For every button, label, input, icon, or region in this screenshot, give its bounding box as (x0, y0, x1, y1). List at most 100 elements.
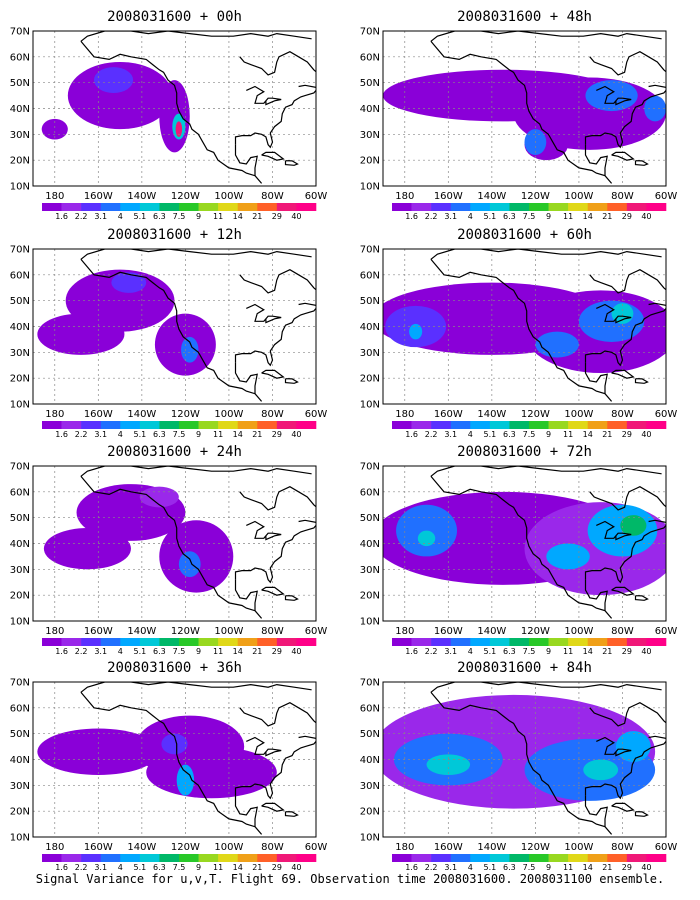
colorbar-swatch (431, 854, 452, 862)
variance-contour (37, 728, 160, 775)
colorbar-swatch (100, 854, 121, 862)
map-plot-area (33, 661, 355, 837)
coastline (584, 741, 666, 800)
lat-tick-label: 70N (10, 678, 30, 689)
colorbar-swatch (431, 421, 452, 429)
lat-tick-label: 40N (360, 104, 380, 115)
coastline (239, 269, 316, 306)
colorbar-label: 11 (563, 212, 573, 221)
map-frame (382, 248, 667, 405)
lat-tick-label: 30N (360, 348, 380, 359)
variance-contour (644, 95, 666, 122)
lon-tick-label: 180 (395, 842, 414, 853)
colorbar-swatch (646, 638, 667, 646)
colorbar-label: 11 (213, 430, 223, 439)
colorbar-label: 21 (252, 430, 262, 439)
coastline (246, 736, 282, 757)
lat-tick-label: 40N (10, 539, 30, 550)
lon-tick-label: 140W (127, 191, 156, 202)
coastline (246, 85, 282, 106)
coastline (284, 160, 299, 166)
lon-tick-label: 140W (477, 626, 506, 637)
colorbar-swatch (509, 854, 530, 862)
coastline (611, 802, 635, 812)
colorbar-swatch (411, 421, 432, 429)
panel-title: 2008031600 + 72h (457, 444, 592, 460)
colorbar-swatch (626, 854, 647, 862)
coastline (611, 369, 635, 379)
panel-title: 2008031600 + 84h (457, 660, 592, 676)
coastline (234, 362, 258, 394)
lat-tick-label: 10N (10, 833, 30, 844)
lon-tick-label: 180 (395, 191, 414, 202)
colorbar-label: 14 (233, 430, 243, 439)
coastline (284, 811, 299, 817)
colorbar-label: 9 (546, 647, 551, 656)
colorbar-label: 3.1 (94, 430, 107, 439)
lat-tick-label: 60N (360, 52, 380, 63)
colorbar-swatch (607, 203, 628, 211)
colorbar-label: 6.3 (503, 647, 516, 656)
coastline (589, 702, 666, 739)
colorbar-label: 40 (291, 863, 301, 872)
colorbar-label: 29 (272, 430, 282, 439)
lat-tick-label: 10N (10, 617, 30, 628)
coastline (246, 303, 282, 324)
colorbar-label: 4 (468, 863, 473, 872)
colorbar-label: 1.6 (405, 212, 418, 221)
panel-title: 2008031600 + 60h (457, 227, 592, 243)
colorbar-swatch (100, 203, 121, 211)
map-panel: 2008031600 + 72h 10N 20N 30N 40N 50N 60N 70N 180… (360, 444, 678, 656)
colorbar-swatch (276, 638, 297, 646)
colorbar-label: 7.5 (523, 430, 536, 439)
colorbar-label: 14 (583, 647, 593, 656)
colorbar-label: 5.1 (133, 863, 146, 872)
coastline (430, 466, 662, 477)
colorbar-swatch (276, 203, 297, 211)
colorbar-label: 6.3 (503, 430, 516, 439)
colorbar-swatch (587, 638, 608, 646)
colorbar-label: 11 (563, 430, 573, 439)
colorbar-swatch (431, 203, 452, 211)
variance-contour (178, 551, 201, 578)
lat-tick-label: 10N (360, 400, 380, 411)
colorbar-label: 29 (622, 863, 632, 872)
colorbar-swatch (587, 421, 608, 429)
coastline (80, 466, 312, 477)
lat-tick-label: 20N (360, 591, 380, 602)
coastline (80, 40, 263, 184)
lon-tick-label: 140W (127, 842, 156, 853)
lat-tick-label: 40N (10, 755, 30, 766)
colorbar-swatch (179, 638, 199, 646)
colorbar-swatch (568, 854, 589, 862)
colorbar-label: 9 (196, 430, 201, 439)
variance-contour (161, 733, 188, 755)
coastline (261, 802, 285, 812)
coastline (430, 40, 613, 184)
colorbar-swatch (42, 421, 62, 429)
coastline (239, 702, 316, 739)
variance-contour (67, 62, 173, 130)
lon-tick-label: 140W (477, 842, 506, 853)
coastline (290, 661, 355, 708)
lon-tick-label: 120W (521, 626, 550, 637)
coastline (234, 90, 316, 149)
colorbar-swatch (276, 421, 297, 429)
colorbar-swatch (61, 854, 82, 862)
lon-tick-label: 120W (171, 409, 200, 420)
colorbar-swatch (120, 421, 141, 429)
colorbar-swatch (529, 203, 549, 211)
colorbar-swatch (450, 638, 471, 646)
colorbar-label: 3.1 (444, 863, 457, 872)
colorbar-swatch (411, 638, 432, 646)
coastline (430, 258, 613, 402)
variance-contour (620, 515, 647, 536)
colorbar-label: 7.5 (523, 863, 536, 872)
colorbar-swatch (257, 421, 278, 429)
colorbar-label: 9 (196, 863, 201, 872)
lat-tick-label: 70N (10, 245, 30, 256)
colorbar-label: 4 (468, 647, 473, 656)
lon-tick-label: 100W (564, 626, 593, 637)
colorbar-label: 29 (272, 212, 282, 221)
colorbar-swatch (470, 638, 491, 646)
